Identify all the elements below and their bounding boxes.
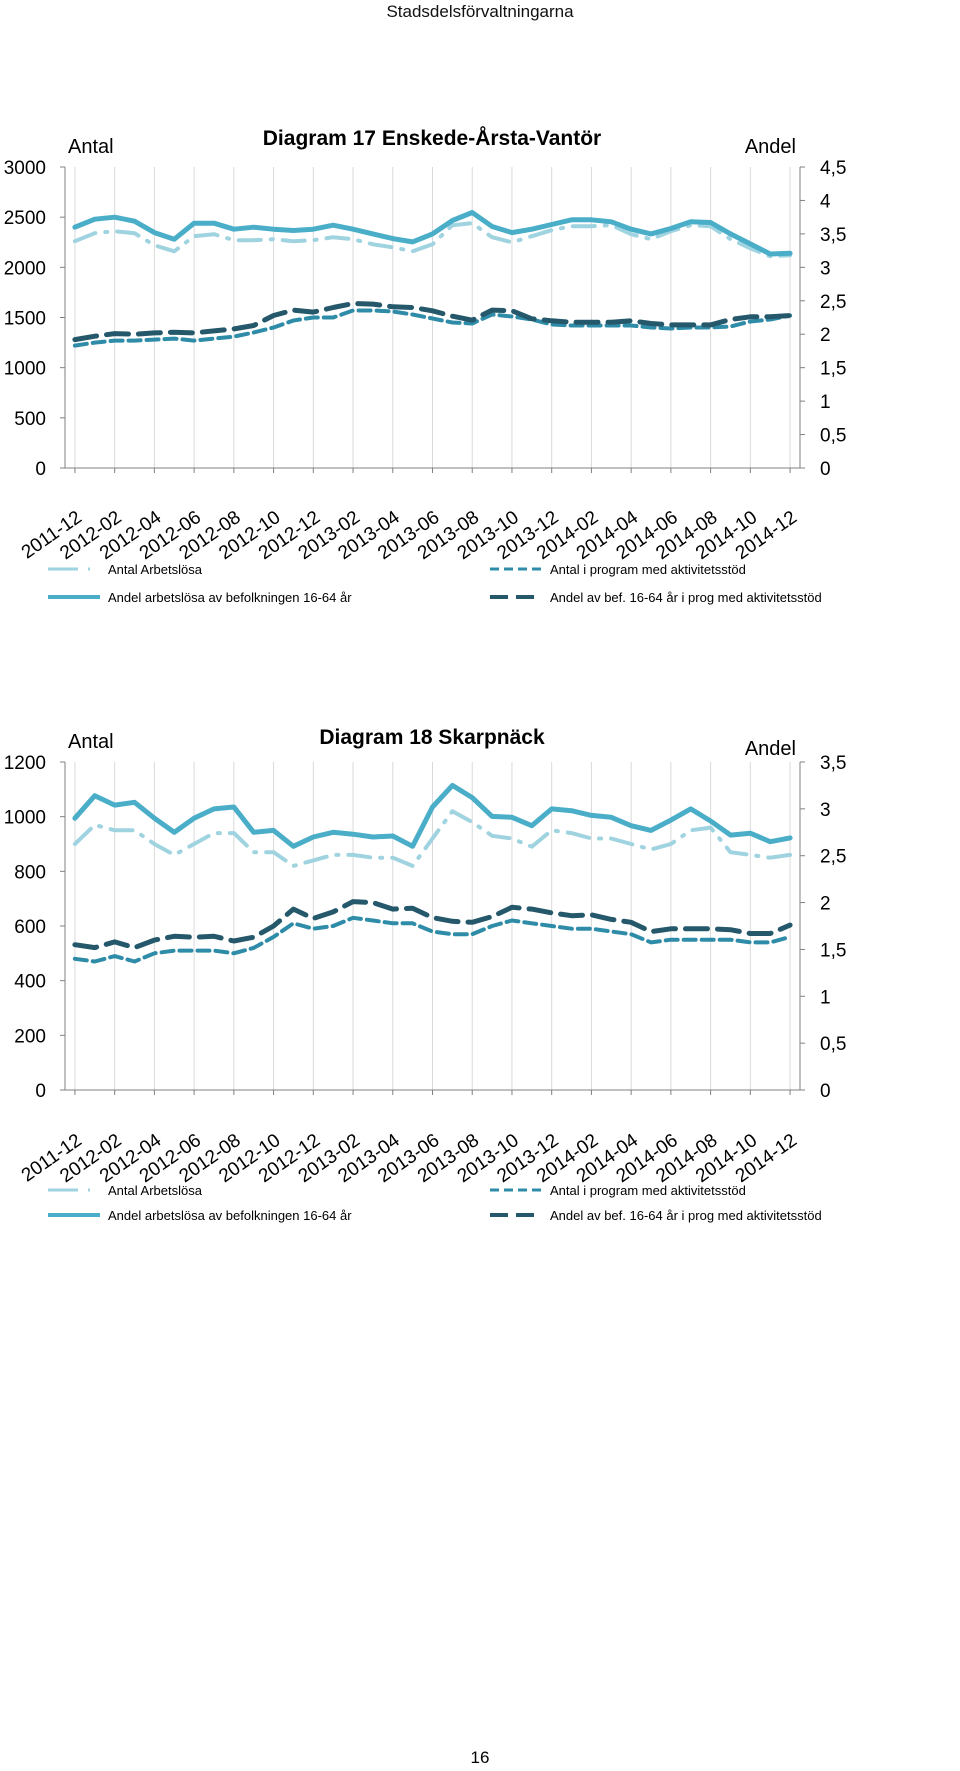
y-tick-right-label: 4,5 (820, 158, 846, 179)
y-tick-left-label: 2500 (4, 208, 46, 229)
legend-label: Andel arbetslösa av befolkningen 16-64 å… (108, 590, 352, 605)
y-axis-left-label: Antal (68, 731, 114, 753)
chart-diagram-17: 0 500 1000 1500 2000 2500 3000 0 0,5 1 1,5 2 2,5 3 3,5… (0, 0, 960, 700)
y-tick-right-label: 0,5 (820, 1034, 846, 1055)
page-header: Stadsdelsförvaltningarna (386, 2, 574, 21)
y-tick-right-label: 3,5 (820, 753, 846, 774)
y-tick-right-label: 1,5 (820, 359, 846, 380)
page-number: 16 (470, 1748, 490, 1767)
y-tick-left-label: 400 (14, 972, 46, 993)
legend-label: Antal i program med aktivitetsstöd (550, 1183, 746, 1198)
y-tick-left-label: 200 (14, 1026, 46, 1047)
y-tick-left-label: 1200 (4, 753, 46, 774)
y-tick-right-label: 2,5 (820, 292, 846, 313)
legend-label: Andel av bef. 16-64 år i prog med aktivi… (550, 590, 822, 605)
y-tick-left-label: 800 (14, 862, 46, 883)
series-line-1 (72, 915, 793, 964)
y-tick-left-label: 1000 (4, 359, 46, 380)
y-tick-left-label: 1000 (4, 808, 46, 829)
series-line-1 (72, 308, 793, 348)
y-tick-left-label: 3000 (4, 158, 46, 179)
series-line-2 (72, 782, 793, 849)
y-tick-right-label: 1 (820, 392, 831, 413)
chart-17-svg: 0 500 1000 1500 2000 2500 3000 0 0,5 1 1,5 2 2,5 3 3,5… (4, 126, 847, 605)
series-line-3 (72, 301, 793, 343)
y-tick-right-label: 3,5 (820, 225, 846, 246)
y-tick-left-label: 1500 (4, 309, 46, 330)
y-axis-right-label: Andel (745, 136, 796, 158)
y-tick-left-label: 0 (35, 1081, 46, 1102)
y-tick-right-label: 3 (820, 258, 831, 279)
y-axis-right-label: Andel (745, 738, 796, 760)
y-axis-left-label: Antal (68, 136, 114, 158)
y-tick-right-label: 0,5 (820, 426, 846, 447)
chart-18-svg: 02004006008001000120000,511,522,533,5201… (4, 726, 847, 1223)
y-tick-right-label: 4 (820, 191, 831, 212)
y-tick-right-label: 3 (820, 800, 831, 821)
y-tick-right-label: 1,5 (820, 940, 846, 961)
y-tick-right-label: 0 (820, 1081, 831, 1102)
chart-title: Diagram 17 Enskede-Årsta-Vantör (263, 126, 601, 150)
legend-label: Antal Arbetslösa (108, 1183, 203, 1198)
y-tick-right-label: 1 (820, 987, 831, 1008)
y-tick-left-label: 500 (14, 409, 46, 430)
y-tick-left-label: 600 (14, 917, 46, 938)
legend-label: Andel arbetslösa av befolkningen 16-64 å… (108, 1208, 352, 1223)
y-tick-right-label: 2 (820, 894, 831, 915)
series-line-0 (72, 809, 793, 868)
legend-label: Antal Arbetslösa (108, 562, 203, 577)
chart-title: Diagram 18 Skarpnäck (319, 726, 545, 749)
series-line-0 (72, 221, 793, 259)
series-line-2 (72, 210, 793, 257)
y-tick-right-label: 2,5 (820, 847, 846, 868)
y-tick-right-label: 0 (820, 459, 831, 480)
y-tick-left-label: 0 (35, 459, 46, 480)
legend-label: Andel av bef. 16-64 år i prog med aktivi… (550, 1208, 822, 1223)
y-tick-right-label: 2 (820, 325, 831, 346)
y-tick-left-label: 2000 (4, 258, 46, 279)
chart-diagram-18: 0 200 400 600 800 1000 1200 0 0,5 1 1,5 2 2,5 3 3,5 201… (0, 700, 960, 1400)
legend-label: Antal i program med aktivitetsstöd (550, 562, 746, 577)
series-line-3 (72, 899, 793, 951)
